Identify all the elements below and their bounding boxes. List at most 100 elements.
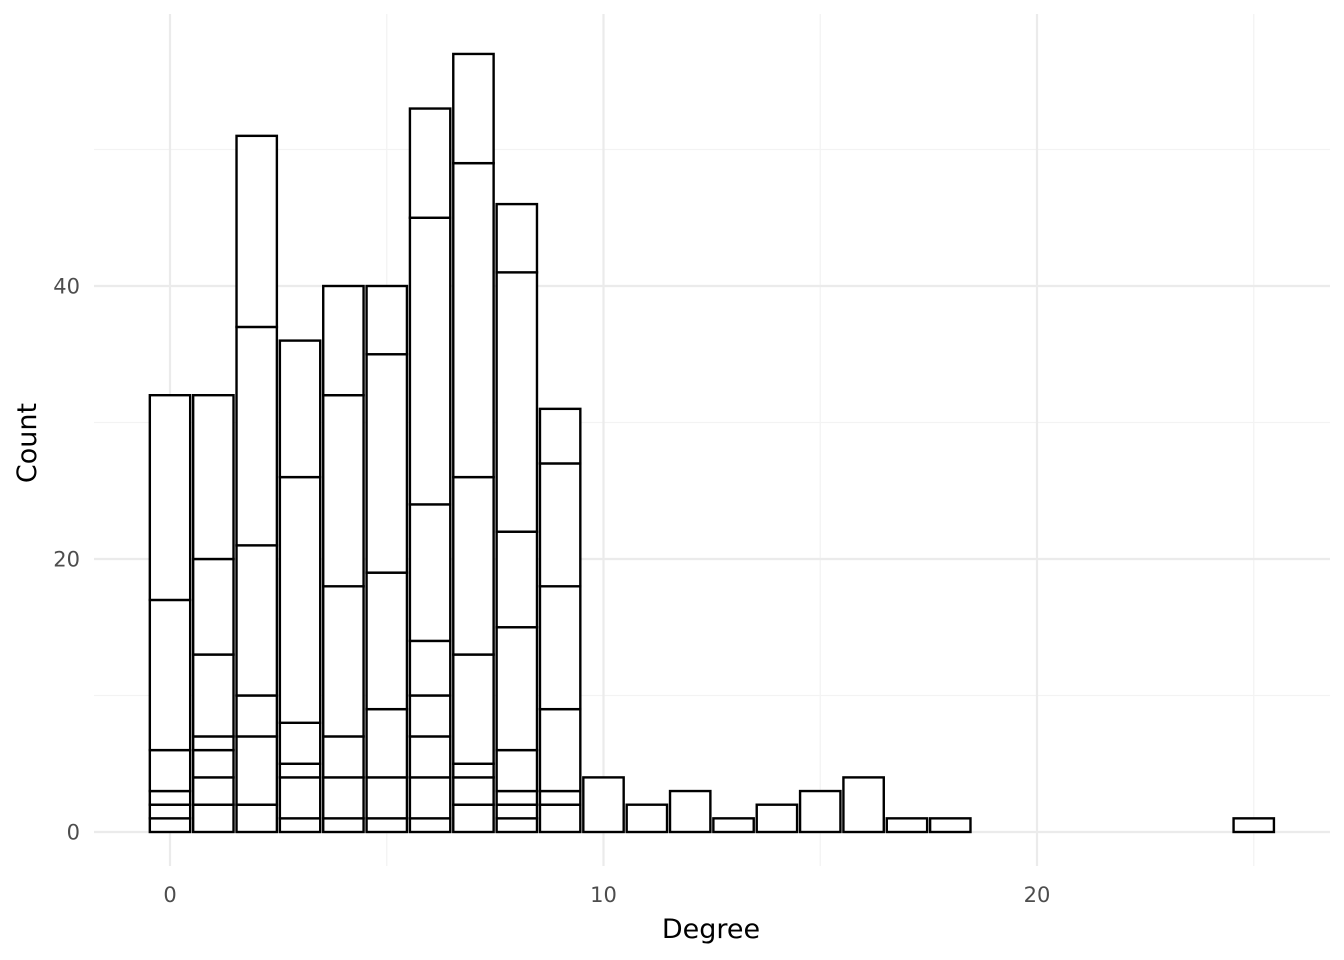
bar-segment (408, 503, 452, 643)
bar-segment (452, 776, 495, 806)
bar-segment (495, 817, 539, 834)
bar-segment (365, 776, 409, 820)
bar-segment (538, 707, 582, 793)
histogram-bar (365, 284, 409, 834)
histogram-bar (452, 52, 495, 834)
bar-segment (408, 216, 452, 506)
y-axis-title: Count (12, 403, 43, 483)
bar-segment (495, 530, 539, 629)
bar-segment (365, 284, 409, 356)
histogram-bar (885, 817, 929, 834)
bar-segment (755, 803, 799, 834)
bar-segment (495, 271, 539, 533)
histogram-bar (625, 803, 669, 834)
y-tick-label: 0 (67, 821, 80, 845)
bar-segment (322, 735, 365, 779)
bar-segment (191, 803, 235, 834)
bar-segment (495, 748, 539, 793)
bar-segment (191, 776, 235, 806)
bar-segment (148, 748, 192, 793)
histogram-bar (538, 407, 582, 834)
bar-segment (408, 776, 452, 820)
histogram-bar (191, 394, 235, 834)
histogram-bar (148, 394, 192, 834)
bar-segment (191, 735, 235, 752)
bar-segment (235, 803, 279, 834)
bar-segment (408, 817, 452, 834)
bar-segment (148, 817, 192, 834)
histogram-bar (408, 107, 452, 834)
bar-segment (408, 639, 452, 697)
bar-segment (235, 735, 279, 806)
bar-segment (885, 817, 929, 834)
x-tick-label: 10 (590, 883, 617, 907)
bar-segment (278, 721, 322, 765)
bar-segment (798, 789, 842, 834)
bar-segment (148, 394, 192, 602)
bar-segment (322, 284, 365, 397)
bar-segment (322, 817, 365, 834)
bar-segment (625, 803, 669, 834)
bar-segment (495, 626, 539, 752)
bar-segment (408, 735, 452, 779)
histogram-bar (322, 284, 365, 834)
bar-segment (278, 817, 322, 834)
bar-segment (365, 707, 409, 779)
bar-segment (668, 789, 712, 834)
x-tick-label: 20 (1024, 883, 1051, 907)
bar-segment (452, 161, 495, 479)
bar-segment (235, 325, 279, 547)
bar-segment (538, 789, 582, 806)
bar-segment (322, 585, 365, 738)
bar-segment (148, 598, 192, 752)
histogram-bars (148, 52, 1276, 834)
bar-segment (1232, 817, 1276, 834)
histogram-bar (712, 817, 755, 834)
bar-segment (235, 544, 279, 697)
bar-segment (408, 107, 452, 219)
bar-segment (495, 202, 539, 274)
bar-segment (452, 475, 495, 656)
bar-segment (191, 394, 235, 561)
bar-segment (538, 462, 582, 588)
bar-segment (278, 339, 322, 479)
histogram-bar (582, 776, 625, 834)
bar-segment (235, 134, 279, 329)
histogram-bar (798, 789, 842, 834)
bar-segment (235, 694, 279, 738)
bar-segment (582, 776, 625, 834)
bar-segment (365, 571, 409, 711)
bar-segment (322, 776, 365, 820)
x-axis-tick-labels: 0 10 20 (163, 883, 1050, 907)
y-tick-label: 20 (53, 548, 80, 572)
bar-segment (495, 789, 539, 806)
bar-segment (365, 353, 409, 574)
bar-segment (928, 817, 972, 834)
bar-segment (538, 585, 582, 711)
bar-segment (148, 803, 192, 820)
histogram-bar (1232, 817, 1276, 834)
bar-segment (365, 817, 409, 834)
histogram-bar (235, 134, 279, 834)
histogram-bar (668, 789, 712, 834)
bar-segment (712, 817, 755, 834)
bar-segment (452, 52, 495, 165)
bar-segment (148, 789, 192, 806)
bar-segment (538, 407, 582, 465)
histogram-bar (278, 339, 322, 834)
bar-segment (191, 653, 235, 738)
histogram-bar (928, 817, 972, 834)
bar-segment (495, 803, 539, 820)
bar-segment (278, 475, 322, 725)
x-tick-label: 0 (163, 883, 176, 907)
bar-segment (191, 748, 235, 779)
bar-segment (322, 394, 365, 588)
bar-segment (452, 803, 495, 834)
bar-segment (278, 776, 322, 820)
bar-segment (408, 694, 452, 738)
bar-segment (278, 762, 322, 779)
bar-segment (452, 762, 495, 779)
histogram-bar (842, 776, 885, 834)
bar-segment (842, 776, 885, 834)
